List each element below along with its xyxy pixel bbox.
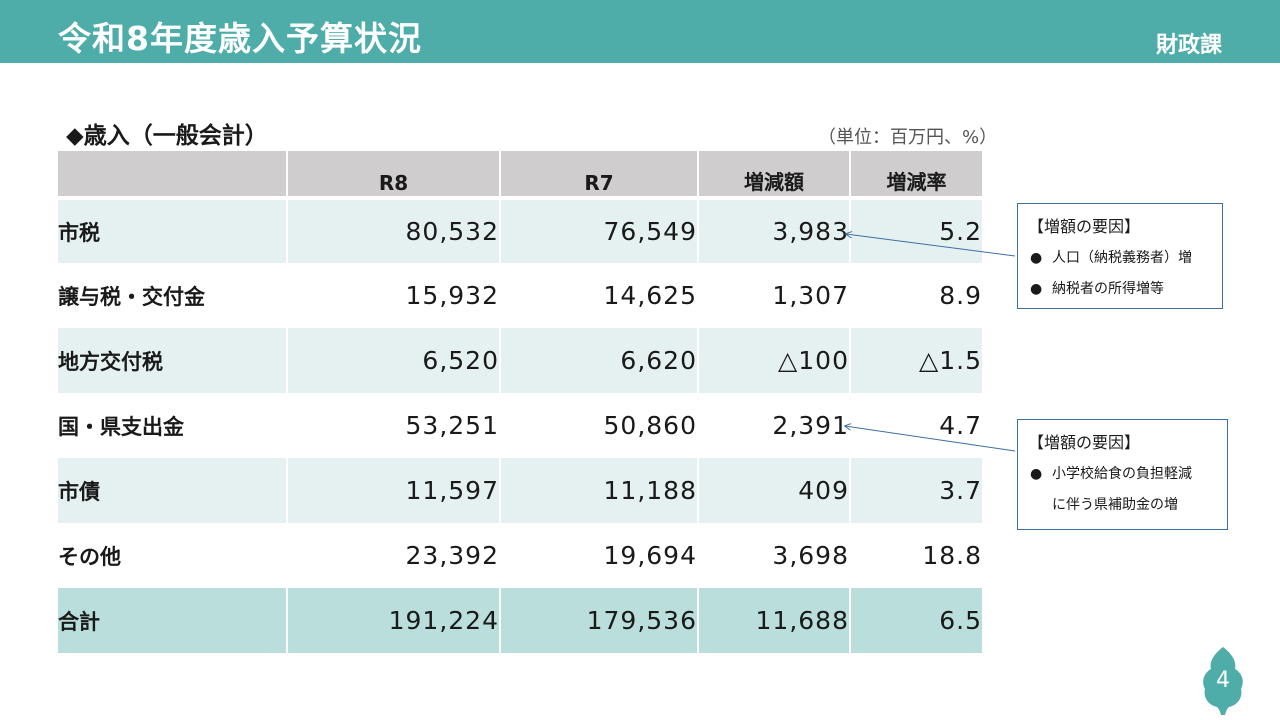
cell-rate: 6.5 (850, 588, 982, 653)
cell-r7: 19,694 (500, 523, 699, 588)
row-label: 合計 (58, 588, 288, 653)
header-cell-r7: R7 (500, 151, 699, 198)
table-row: その他 23,392 19,694 3,698 18.8 (58, 523, 982, 588)
cell-r8: 15,932 (287, 263, 501, 328)
cell-r7: 50,860 (500, 393, 699, 458)
page-number: 4 (1216, 668, 1230, 693)
unit-label: （単位：百万円、%） (818, 127, 998, 148)
callout-box-1: 【増額の要因】 ● 人口（納税義務者）増 ● 納税者の所得増等 (1017, 203, 1223, 309)
callout-item: に伴う県補助金の増 (1030, 494, 1227, 516)
cell-r7: 14,625 (500, 263, 699, 328)
callout-box-2: 【増額の要因】 ● 小学校給食の負担軽減 に伴う県補助金の増 (1017, 419, 1228, 530)
cell-rate: 5.2 (850, 196, 982, 263)
callout-arrow-2 (845, 426, 1016, 452)
cell-r7: 6,620 (500, 328, 699, 393)
header-bar: 令和8年度歳入予算状況 財政課 (0, 0, 1280, 63)
leaf-icon (1203, 647, 1243, 715)
department-label: 財政課 (1155, 33, 1222, 58)
cell-rate: 18.8 (850, 523, 982, 588)
callout-item-text: 納税者の所得増等 (1052, 281, 1164, 297)
cell-diff: 1,307 (698, 263, 851, 328)
cell-r8: 191,224 (287, 588, 501, 653)
row-label: 国・県支出金 (58, 393, 288, 458)
callout-item-text: 小学校給食の負担軽減 (1052, 466, 1192, 482)
table-row: 国・県支出金 53,251 50,860 2,391 4.7 (58, 393, 982, 458)
cell-diff: △100 (698, 328, 851, 393)
cell-r7: 179,536 (500, 588, 699, 653)
cell-rate: 8.9 (850, 263, 982, 328)
table-row: 譲与税・交付金 15,932 14,625 1,307 8.9 (58, 263, 982, 328)
bullet-icon: ● (1030, 250, 1043, 266)
cell-rate: 3.7 (850, 458, 982, 523)
cell-r8: 53,251 (287, 393, 501, 458)
page-number-badge: 4 (1203, 647, 1243, 715)
cell-r8: 11,597 (287, 458, 501, 523)
cell-diff: 3,983 (698, 196, 851, 263)
callout-item-text: に伴う県補助金の増 (1052, 497, 1178, 513)
cell-rate: △1.5 (850, 328, 982, 393)
cell-diff: 409 (698, 458, 851, 523)
cell-r8: 6,520 (287, 328, 501, 393)
callout-title: 【増額の要因】 (1028, 217, 1141, 236)
budget-table: R8 R7 増減額 増減率 市税 80,532 76,549 3,983 5.2… (58, 151, 982, 653)
table-row: 地方交付税 6,520 6,620 △100 △1.5 (58, 328, 982, 393)
cell-r7: 11,188 (500, 458, 699, 523)
row-label: 地方交付税 (58, 328, 288, 393)
callout-item: ● 小学校給食の負担軽減 (1030, 463, 1227, 485)
bullet-icon: ● (1030, 281, 1043, 297)
cell-rate: 4.7 (850, 393, 982, 458)
callout-item: ● 納税者の所得増等 (1030, 278, 1222, 300)
table-row: 市税 80,532 76,549 3,983 5.2 (58, 196, 982, 263)
cell-diff: 2,391 (698, 393, 851, 458)
cell-diff: 11,688 (698, 588, 851, 653)
callout-item: ● 人口（納税義務者）増 (1030, 247, 1222, 269)
table-row: 市債 11,597 11,188 409 3.7 (58, 458, 982, 523)
cell-r8: 80,532 (287, 196, 501, 263)
row-label: その他 (58, 523, 288, 588)
header-cell-r8: R8 (287, 151, 501, 198)
header-cell-rate: 増減率 (850, 151, 982, 198)
row-label: 譲与税・交付金 (58, 263, 288, 328)
row-label: 市税 (58, 196, 288, 263)
callout-item-text: 人口（納税義務者）増 (1052, 250, 1192, 266)
table-total-row: 合計 191,224 179,536 11,688 6.5 (58, 588, 982, 653)
callout-title: 【増額の要因】 (1028, 433, 1141, 452)
callout-arrow-1 (846, 234, 1016, 257)
page-title: 令和8年度歳入予算状況 (58, 19, 422, 58)
cell-diff: 3,698 (698, 523, 851, 588)
header-cell-diff: 増減額 (698, 151, 851, 198)
table-header-row: R8 R7 増減額 増減率 (58, 151, 982, 198)
cell-r8: 23,392 (287, 523, 501, 588)
section-title: ◆歳入（一般会計） (66, 123, 268, 149)
bullet-icon: ● (1030, 466, 1043, 482)
header-cell-blank (58, 151, 288, 198)
cell-r7: 76,549 (500, 196, 699, 263)
row-label: 市債 (58, 458, 288, 523)
